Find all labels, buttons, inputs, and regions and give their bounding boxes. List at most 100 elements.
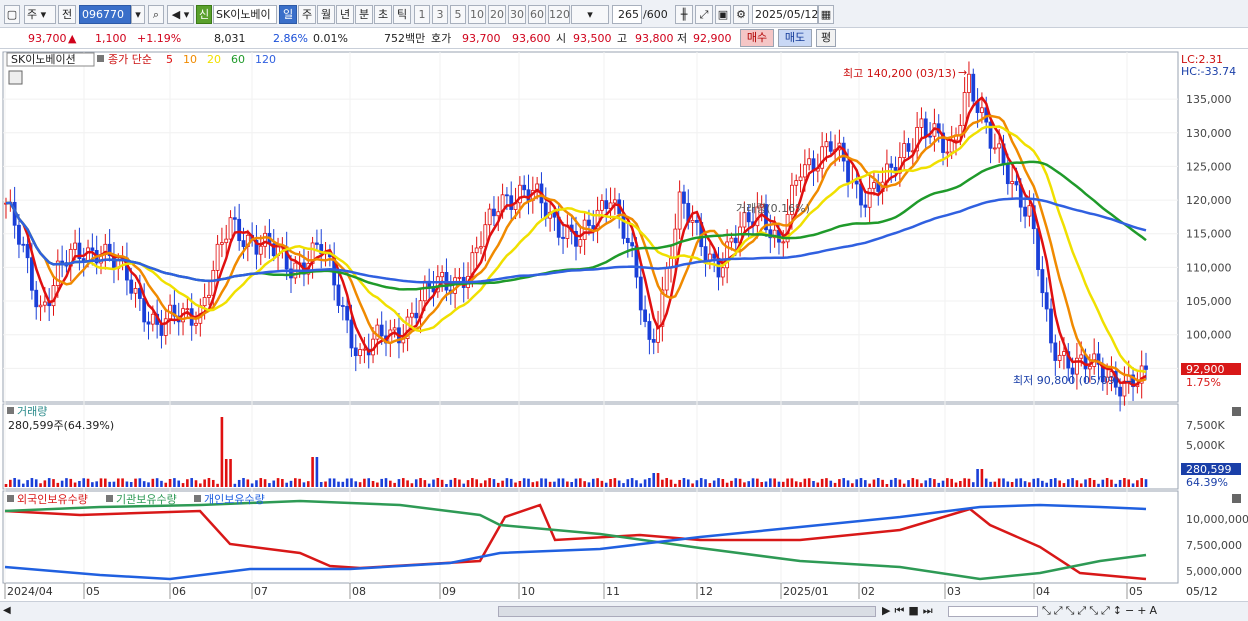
volume-bar xyxy=(26,480,29,487)
table-icon[interactable] xyxy=(8,70,23,85)
scroll-left-icon[interactable]: ◀ xyxy=(3,605,11,616)
volume-bar xyxy=(1110,479,1113,487)
period-button-1[interactable]: 주 xyxy=(298,5,316,24)
period-button-3[interactable]: 년 xyxy=(336,5,354,24)
volume-value: 8,031 xyxy=(214,32,246,45)
window-icon[interactable]: ▢ xyxy=(4,5,20,24)
interval-button-5[interactable]: 30 xyxy=(508,5,526,24)
interval-button-7[interactable]: 120 xyxy=(548,5,570,24)
candle-body xyxy=(561,236,565,239)
volume-bar xyxy=(250,483,254,487)
high-label: 고 xyxy=(617,32,628,45)
volume-bar xyxy=(380,478,383,487)
volume-value-label: 280,599주(64.39%) xyxy=(8,419,114,432)
volume-bar xyxy=(306,481,310,487)
interval-button-4[interactable]: 20 xyxy=(488,5,506,24)
zoom-slider[interactable] xyxy=(948,606,1038,617)
zoom-tools-icon[interactable]: ⤡⤢⤡⤢⤡⤢↕−+A xyxy=(1042,604,1160,617)
interval-button-6[interactable]: 60 xyxy=(528,5,546,24)
drawing-icon[interactable]: ⤢ xyxy=(695,5,713,24)
volume-bar xyxy=(9,479,12,487)
eval-button[interactable]: 평 xyxy=(816,29,836,47)
amount-value: 752백만 xyxy=(384,32,426,45)
candle-body xyxy=(919,118,924,128)
volume-bar xyxy=(1088,478,1092,487)
volume-bar xyxy=(963,478,966,487)
holding-close-icon[interactable] xyxy=(1232,494,1241,503)
x-label-1: 05 xyxy=(86,585,100,598)
gear-icon[interactable]: ⚙ xyxy=(733,5,749,24)
volume-bar xyxy=(557,478,561,487)
count-input[interactable]: 265 xyxy=(612,5,642,24)
holding-line-0 xyxy=(4,503,1147,581)
candle-body xyxy=(263,232,267,247)
legend-stock-name: SK이노베이션 xyxy=(11,53,76,66)
legend-ma-2: 20 xyxy=(207,53,221,66)
candle-body xyxy=(34,289,39,308)
code-input[interactable]: 096770 xyxy=(79,5,131,24)
volume-bar xyxy=(518,480,522,487)
candle-body xyxy=(1062,351,1066,356)
vol-last-text: 280,599 xyxy=(1186,463,1232,476)
candle-body xyxy=(703,246,708,262)
candle-body xyxy=(1122,380,1127,397)
calendar-icon[interactable]: ▦ xyxy=(818,5,834,24)
volume-bar xyxy=(276,478,280,487)
volume-bar xyxy=(669,479,673,487)
x-label-8: 12 xyxy=(699,585,713,598)
candle-body xyxy=(487,208,492,226)
volume-bar xyxy=(1023,481,1027,487)
candle-body xyxy=(315,242,319,245)
period-button-4[interactable]: 분 xyxy=(355,5,373,24)
interval-button-1[interactable]: 3 xyxy=(432,5,448,24)
prev-button[interactable]: 전 xyxy=(58,5,76,24)
sell-button[interactable]: 매도 xyxy=(778,29,812,47)
interval-button-0[interactable]: 1 xyxy=(414,5,430,24)
candle-body xyxy=(915,127,920,152)
scroll-thumb[interactable] xyxy=(498,606,876,617)
interval-button-2[interactable]: 5 xyxy=(450,5,466,24)
volume-bar xyxy=(475,479,478,487)
candle-body xyxy=(336,284,341,306)
volume-bar xyxy=(501,480,504,487)
volume-bar xyxy=(954,482,958,487)
candle-body xyxy=(319,244,324,255)
buy-button[interactable]: 매수 xyxy=(740,29,774,47)
y-tick-3: 120,000 xyxy=(1186,194,1232,207)
moving-averages xyxy=(5,95,1147,387)
volume-bar xyxy=(436,478,440,487)
date-input[interactable]: 2025/05/12 xyxy=(752,5,818,24)
code-dropdown-icon[interactable]: ▾ xyxy=(131,5,145,24)
sound-icon[interactable]: ◀ ▾ xyxy=(167,5,194,24)
period-button-6[interactable]: 틱 xyxy=(393,5,411,24)
lc-label: LC:2.31 xyxy=(1181,53,1223,66)
period-button-0[interactable]: 일 xyxy=(279,5,297,24)
candle-icon[interactable]: ╫ xyxy=(675,5,693,24)
stock-name-field[interactable]: SK이노베이 xyxy=(213,5,277,24)
volume-bar xyxy=(1071,478,1074,487)
candle-body xyxy=(353,347,358,357)
volume-bar xyxy=(125,481,129,487)
volume-close-icon[interactable] xyxy=(1232,407,1241,416)
playback-controls-icon[interactable]: ▶⏮■⏭ xyxy=(882,604,937,617)
volume-bar xyxy=(414,479,418,487)
search-icon[interactable]: ⌕ xyxy=(148,5,164,24)
volume-bar xyxy=(220,417,224,487)
period-button-5[interactable]: 초 xyxy=(374,5,392,24)
mode-select[interactable]: 주 ▾ xyxy=(24,5,56,24)
candle-body xyxy=(258,245,263,255)
volume-bars xyxy=(4,417,1148,487)
candle-body xyxy=(600,200,604,211)
volume-bar xyxy=(147,482,150,487)
volume-bar xyxy=(1032,478,1036,487)
interval-select[interactable]: ▾ xyxy=(571,5,609,24)
save-icon[interactable]: ▣ xyxy=(715,5,731,24)
holding-lines xyxy=(4,499,1147,581)
quote-bar: 93,700 ▲ 1,100 +1.19% 8,031 2.86% 0.01% … xyxy=(0,28,1248,49)
chart-svg[interactable]: 135,000 130,000 125,000 120,000 115,000 110,0… xyxy=(0,49,1248,601)
period-button-2[interactable]: 월 xyxy=(317,5,335,24)
candle-body xyxy=(889,163,894,168)
interval-button-3[interactable]: 10 xyxy=(468,5,486,24)
chart-area[interactable]: 135,000 130,000 125,000 120,000 115,000 110,0… xyxy=(0,49,1248,601)
horizontal-scrollbar[interactable]: ◀ ▶⏮■⏭ ⤡⤢⤡⤢⤡⤢↕−+A xyxy=(0,601,1248,621)
